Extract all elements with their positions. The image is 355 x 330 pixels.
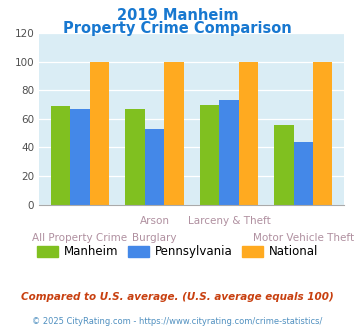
Bar	[70, 109, 90, 205]
Bar	[274, 124, 294, 205]
Text: Arson: Arson	[140, 216, 169, 226]
Legend: Manheim, Pennsylvania, National: Manheim, Pennsylvania, National	[32, 241, 323, 263]
Bar	[125, 109, 145, 205]
Bar	[239, 62, 258, 205]
Bar	[313, 62, 332, 205]
Bar	[294, 142, 313, 205]
Text: Compared to U.S. average. (U.S. average equals 100): Compared to U.S. average. (U.S. average …	[21, 292, 334, 302]
Text: Motor Vehicle Theft: Motor Vehicle Theft	[253, 233, 354, 243]
Text: © 2025 CityRating.com - https://www.cityrating.com/crime-statistics/: © 2025 CityRating.com - https://www.city…	[32, 317, 323, 326]
Text: Property Crime Comparison: Property Crime Comparison	[63, 21, 292, 36]
Bar	[145, 129, 164, 205]
Text: 2019 Manheim: 2019 Manheim	[117, 8, 238, 23]
Text: Burglary: Burglary	[132, 233, 177, 243]
Bar	[164, 62, 184, 205]
Bar	[219, 100, 239, 205]
Bar	[90, 62, 109, 205]
Bar	[200, 105, 219, 205]
Bar	[51, 106, 70, 205]
Text: Larceny & Theft: Larceny & Theft	[187, 216, 270, 226]
Text: All Property Crime: All Property Crime	[32, 233, 127, 243]
